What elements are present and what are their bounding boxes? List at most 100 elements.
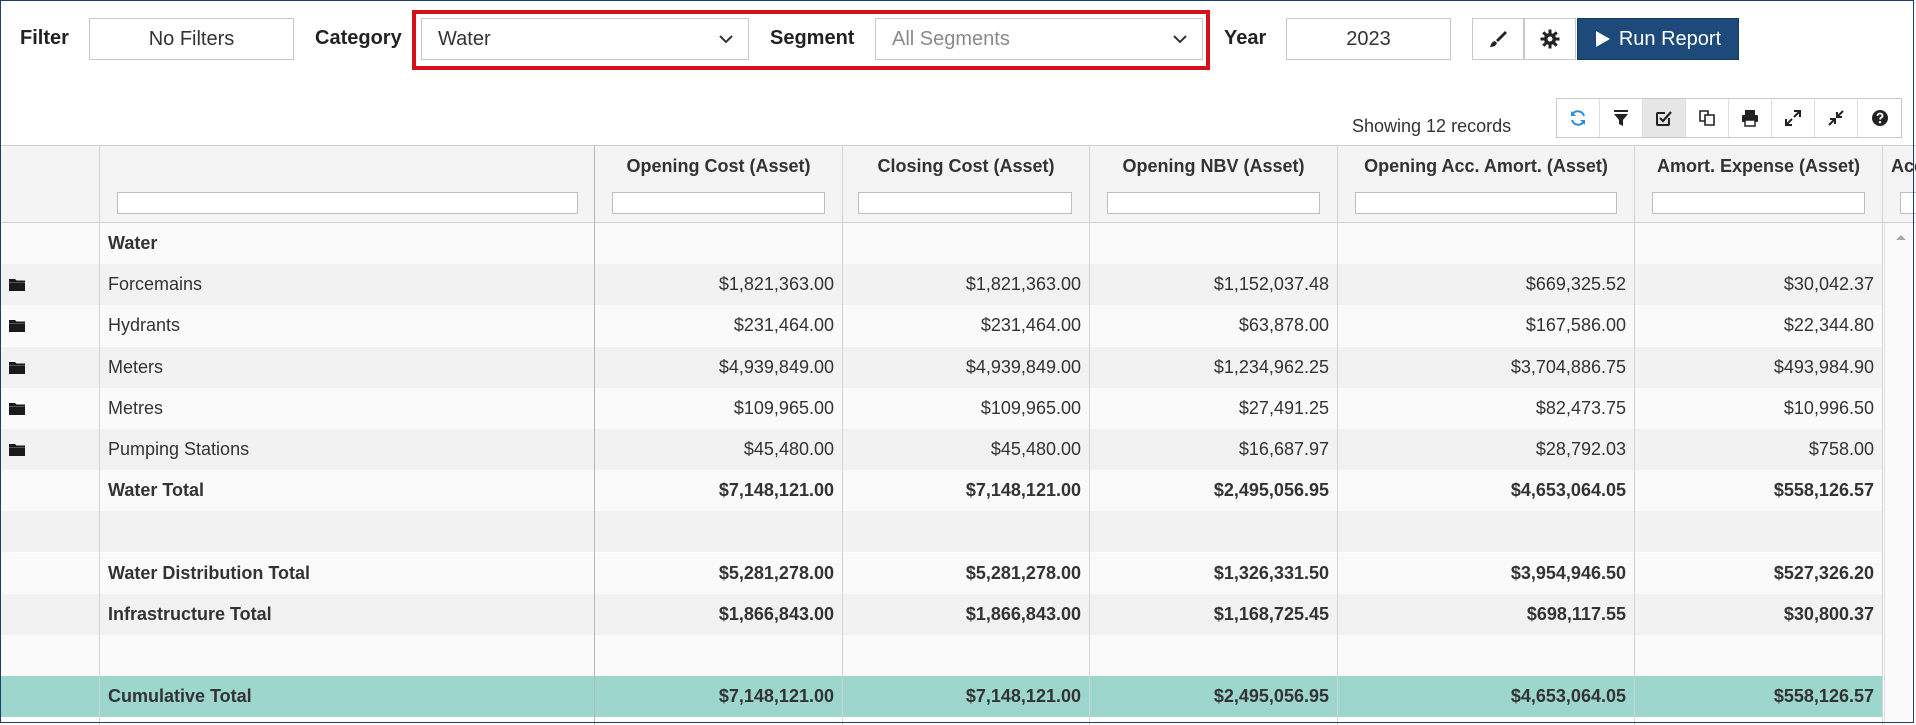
row-label: Hydrants: [108, 315, 181, 336]
row-label: Pumping Stations: [108, 439, 250, 459]
closing-cost-filter-input[interactable]: [858, 192, 1072, 214]
records-count: Showing 12 records: [1352, 116, 1512, 136]
vertical-scrollbar[interactable]: [1884, 223, 1916, 725]
opening-cost-filter-input[interactable]: [612, 192, 825, 214]
help-button[interactable]: [1858, 99, 1901, 137]
amort-expense-filter-input[interactable]: [1652, 192, 1865, 214]
value-cell: $167,586.00: [1525, 315, 1626, 336]
print-icon: [1742, 110, 1758, 127]
filter-icon: [1614, 110, 1628, 126]
value-cell: $558,126.57: [1773, 480, 1874, 501]
total-row: Water Distribution Total $5,281,278.00 $5,…: [0, 552, 1883, 594]
value-cell: $30,042.37: [1783, 274, 1874, 295]
value-cell: $698,117.55: [1526, 603, 1626, 624]
copy-button[interactable]: [1686, 99, 1729, 137]
name-filter-input[interactable]: [117, 192, 578, 214]
print-button[interactable]: [1729, 99, 1772, 137]
column-title: Acc: [1891, 156, 1916, 176]
value-cell: $1,234,962.25: [1213, 356, 1329, 377]
value-cell: $558,126.57: [1773, 686, 1874, 707]
header-acc-partial[interactable]: Acc: [1883, 146, 1916, 222]
header-opening-cost[interactable]: Opening Cost (Asset): [595, 146, 843, 222]
compress-icon: [1828, 110, 1844, 126]
value-cell: $4,653,064.05: [1510, 686, 1626, 707]
value-cell: $2,495,056.95: [1213, 686, 1329, 707]
value-cell: $63,878.00: [1238, 315, 1329, 336]
header-closing-cost[interactable]: Closing Cost (Asset): [843, 146, 1090, 222]
category-select[interactable]: Water: [421, 18, 749, 60]
value-cell: [1338, 223, 1635, 264]
opening-acc-amort-filter-input[interactable]: [1355, 192, 1617, 214]
folder-icon[interactable]: [9, 443, 25, 456]
expand-button[interactable]: [1772, 99, 1815, 137]
format-button[interactable]: [1472, 18, 1524, 60]
category-label: Category: [315, 27, 402, 49]
value-cell: $2,495,056.95: [1213, 480, 1329, 501]
paint-brush-icon: [1490, 31, 1507, 47]
scroll-up-icon[interactable]: [1895, 233, 1907, 241]
chevron-down-icon: [1173, 35, 1187, 44]
opening-nbv-filter-input[interactable]: [1107, 192, 1320, 214]
column-title: Opening Cost (Asset): [626, 156, 811, 176]
value-cell: [1635, 223, 1883, 264]
value-cell: $28,792.03: [1535, 439, 1626, 459]
value-cell: $5,281,278.00: [718, 562, 834, 583]
table-row[interactable]: Metres $109,965.00 $109,965.00 $27,491.25 $8…: [0, 387, 1883, 429]
year-input[interactable]: 2023: [1286, 18, 1451, 60]
year-value: 2023: [1346, 27, 1391, 50]
folder-icon[interactable]: [9, 402, 25, 415]
acc-filter-input[interactable]: [1900, 192, 1916, 214]
header-opening-acc-amort[interactable]: Opening Acc. Amort. (Asset): [1338, 146, 1635, 222]
help-icon: [1871, 110, 1888, 126]
row-label: Water Distribution Total: [108, 562, 310, 583]
value-cell: $1,821,363.00: [718, 274, 834, 295]
refresh-icon: [1571, 110, 1585, 126]
header-opening-nbv[interactable]: Opening NBV (Asset): [1090, 146, 1338, 222]
table-row[interactable]: Forcemains $1,821,363.00 $1,821,363.00 $1,1…: [0, 264, 1883, 306]
select-mode-button[interactable]: [1643, 99, 1686, 137]
value-cell: $1,168,725.45: [1213, 603, 1329, 624]
row-label: [0, 511, 595, 552]
settings-button[interactable]: [1524, 18, 1576, 60]
compress-button[interactable]: [1815, 99, 1858, 137]
filter-value: No Filters: [148, 27, 235, 50]
total-row: Infrastructure Total $1,866,843.00 $1,866,…: [0, 593, 1883, 635]
value-cell: $109,965.00: [980, 397, 1081, 418]
value-cell: $493,984.90: [1773, 356, 1874, 377]
table-row[interactable]: Meters $4,939,849.00 $4,939,849.00 $1,234,9…: [0, 346, 1883, 388]
folder-icon[interactable]: [9, 278, 25, 292]
value-cell: $1,326,331.50: [1213, 562, 1329, 583]
header-icon-column: [0, 146, 100, 222]
folder-icon[interactable]: [9, 361, 25, 374]
value-cell: $27,491.25: [1238, 397, 1329, 418]
value-cell: $10,996.50: [1783, 397, 1874, 418]
table-row[interactable]: Hydrants $231,464.00 $231,464.00 $63,878.00…: [0, 305, 1883, 347]
row-label: Cumulative Total: [108, 686, 252, 707]
value-cell: [843, 511, 1090, 552]
grid-toolbar: [1556, 98, 1902, 138]
value-cell: [843, 223, 1090, 264]
value-cell: $4,653,064.05: [1510, 480, 1626, 501]
filter-button[interactable]: No Filters: [89, 18, 294, 60]
segment-select[interactable]: All Segments: [875, 18, 1203, 60]
value-cell: [1090, 223, 1338, 264]
row-label: Metres: [108, 397, 164, 418]
column-divider: [1882, 145, 1883, 725]
value-cell: $669,325.52: [1525, 274, 1626, 295]
run-report-button[interactable]: Run Report: [1577, 18, 1739, 60]
table-row[interactable]: Pumping Stations $45,480.00 $45,480.00 $16,…: [0, 429, 1883, 470]
filter-toggle-button[interactable]: [1600, 99, 1643, 137]
row-label: Forcemains: [108, 274, 203, 295]
value-cell: [1635, 635, 1883, 676]
refresh-button[interactable]: [1557, 99, 1600, 137]
row-label: Meters: [108, 356, 164, 377]
folder-icon[interactable]: [9, 319, 25, 333]
category-segment-highlight: [412, 10, 1210, 70]
value-cell: $527,326.20: [1773, 562, 1874, 583]
column-divider: [1337, 145, 1338, 725]
header-amort-expense[interactable]: Amort. Expense (Asset): [1635, 146, 1883, 222]
row-label: Water Total: [108, 480, 205, 501]
value-cell: $7,148,121.00: [965, 686, 1081, 707]
column-title: Opening NBV (Asset): [1122, 156, 1305, 176]
blank-row: [0, 511, 1883, 553]
